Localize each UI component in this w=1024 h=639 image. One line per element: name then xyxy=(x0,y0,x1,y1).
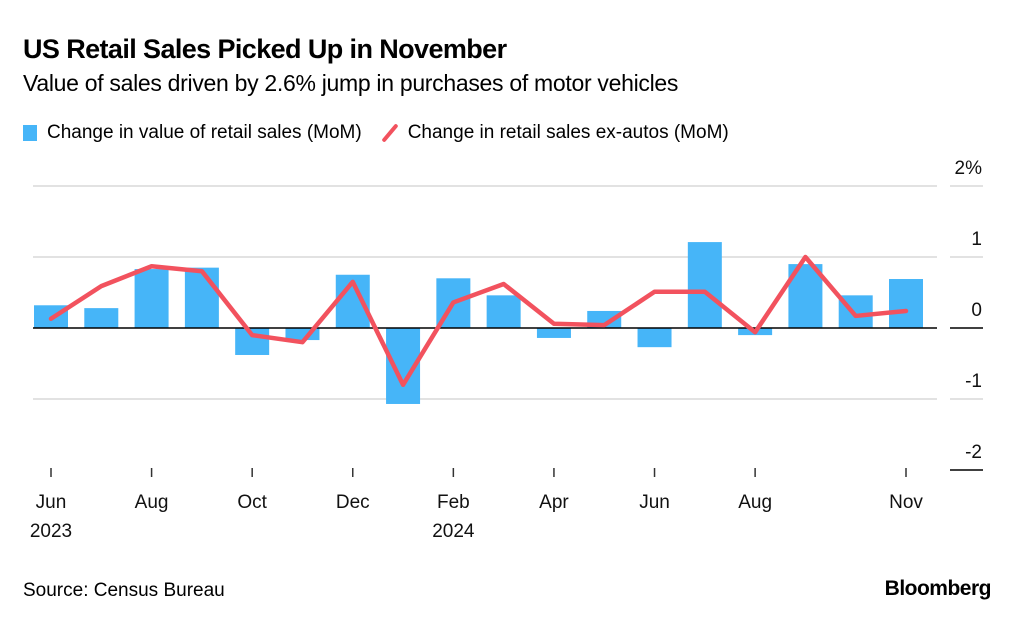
x-tick-label: Jun xyxy=(36,492,67,513)
gridlines xyxy=(33,185,983,400)
y-tick-label: 0 xyxy=(971,300,982,321)
bar xyxy=(637,328,672,348)
bar xyxy=(889,279,923,328)
ex-autos-line xyxy=(48,254,909,388)
chart-subtitle: Value of sales driven by 2.6% jump in pu… xyxy=(23,70,679,96)
bar xyxy=(134,269,169,328)
x-tick-label: Feb xyxy=(437,492,470,513)
bar xyxy=(687,242,722,328)
bar xyxy=(84,308,119,328)
source-note: Source: Census Bureau xyxy=(23,580,225,601)
legend-line-swatch-icon xyxy=(380,123,400,143)
x-tick-label: Apr xyxy=(539,492,569,513)
y-axis: 2% 1 0 -1 -2 xyxy=(950,158,983,471)
chart-title: US Retail Sales Picked Up in November xyxy=(23,34,507,64)
x-tick-label: Dec xyxy=(336,492,370,513)
y-tick-label: -2 xyxy=(965,442,982,463)
bar xyxy=(184,267,219,328)
legend: Change in value of retail sales (MoM) Ch… xyxy=(23,122,747,144)
x-tick-label: Aug xyxy=(135,492,169,513)
y-tick-label: 1 xyxy=(971,229,982,250)
x-tick-year-label: 2023 xyxy=(30,521,72,542)
x-tick-label: Aug xyxy=(738,492,772,513)
x-tick-year-label: 2024 xyxy=(432,521,475,542)
bar xyxy=(536,328,571,338)
y-tick-label: -1 xyxy=(965,371,982,392)
legend-label-bars: Change in value of retail sales (MoM) xyxy=(47,122,362,143)
brand-logo: Bloomberg xyxy=(884,577,992,600)
legend-item-line: Change in retail sales ex-autos (MoM) xyxy=(380,122,729,144)
chart-plot: 2% 1 0 -1 -2 Jun 2023 Aug Oct Dec Feb 2024 Apr Jun Au… xyxy=(30,158,983,542)
line-series xyxy=(48,254,909,388)
x-axis: Jun 2023 Aug Oct Dec Feb 2024 Apr Jun Aug Nov xyxy=(30,468,923,542)
bar xyxy=(486,295,521,328)
x-tick-label: Nov xyxy=(889,492,923,513)
x-tick-label: Jun xyxy=(639,492,670,513)
legend-bar-swatch-icon xyxy=(23,125,37,141)
x-tick-label: Oct xyxy=(237,492,267,513)
legend-label-line: Change in retail sales ex-autos (MoM) xyxy=(407,122,729,143)
legend-item-bars: Change in value of retail sales (MoM) xyxy=(23,122,362,144)
y-tick-label: 2% xyxy=(955,158,983,179)
